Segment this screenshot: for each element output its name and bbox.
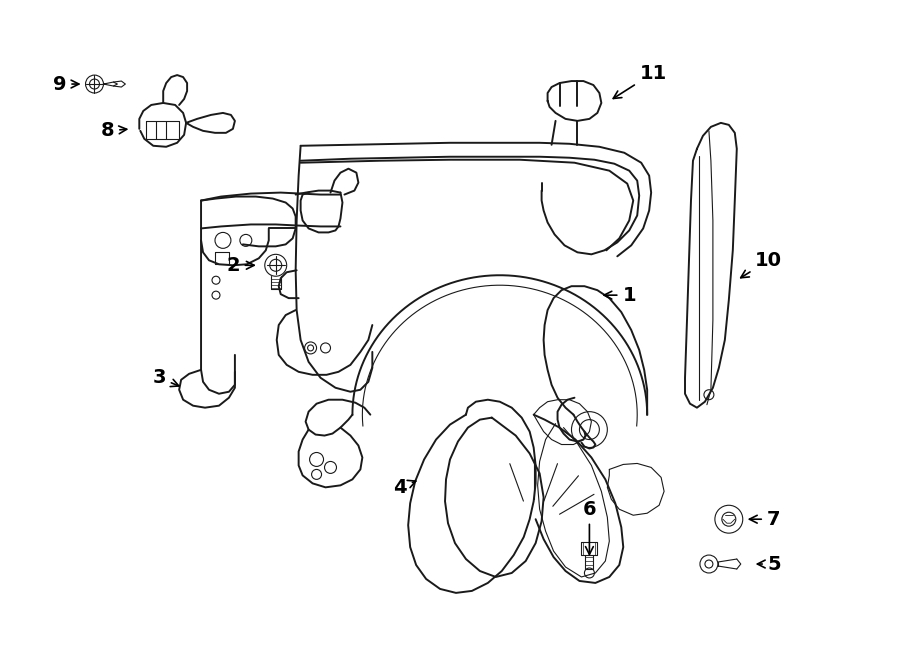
Text: 2: 2 [226,256,254,275]
Text: 5: 5 [758,555,781,573]
Text: 1: 1 [604,285,636,305]
Text: 6: 6 [582,500,596,554]
Text: 10: 10 [741,251,782,278]
Text: 7: 7 [750,510,780,529]
Text: 3: 3 [152,368,179,387]
Text: 8: 8 [101,121,127,140]
Text: 4: 4 [393,478,416,497]
Text: 9: 9 [53,75,79,93]
Text: 11: 11 [613,64,667,99]
